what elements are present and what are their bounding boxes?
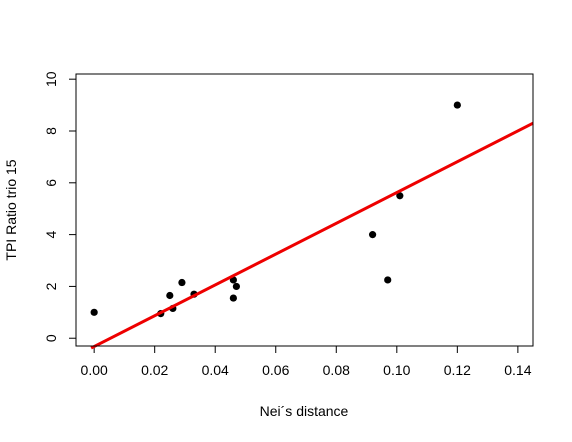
data-point <box>166 291 174 300</box>
data-point <box>229 294 237 302</box>
y-tick-label: 10 <box>43 71 59 87</box>
y-tick-label: 6 <box>43 179 59 187</box>
x-tick-label: 0.14 <box>504 362 531 378</box>
data-point <box>384 276 392 284</box>
data-point <box>453 101 461 109</box>
data-points <box>90 101 461 318</box>
regression-line <box>90 121 534 350</box>
y-axis-ticks: 0 2 4 6 8 10 <box>43 71 76 342</box>
y-tick-label: 2 <box>43 282 59 290</box>
data-point <box>232 282 241 291</box>
x-tick-label: 0.02 <box>141 362 168 378</box>
x-tick-label: 0.00 <box>81 362 108 378</box>
x-axis-label: Nei´s distance <box>260 403 349 419</box>
y-tick-label: 0 <box>43 334 59 342</box>
x-tick-label: 0.06 <box>262 362 289 378</box>
x-tick-label: 0.12 <box>444 362 471 378</box>
y-axis-label: TPI Ratio trio 15 <box>3 159 19 260</box>
data-point <box>368 231 377 239</box>
data-point <box>396 192 404 200</box>
x-tick-label: 0.08 <box>323 362 350 378</box>
x-tick-label: 0.04 <box>202 362 229 378</box>
plot-frame <box>75 73 534 347</box>
data-point <box>90 308 98 316</box>
y-tick-label: 4 <box>43 231 59 239</box>
x-tick-label: 0.10 <box>383 362 410 378</box>
y-tick-label: 8 <box>43 127 59 135</box>
data-point <box>178 278 186 287</box>
x-axis-ticks: 0.00 0.02 0.04 0.06 0.08 0.10 0.12 0.14 <box>81 346 532 378</box>
